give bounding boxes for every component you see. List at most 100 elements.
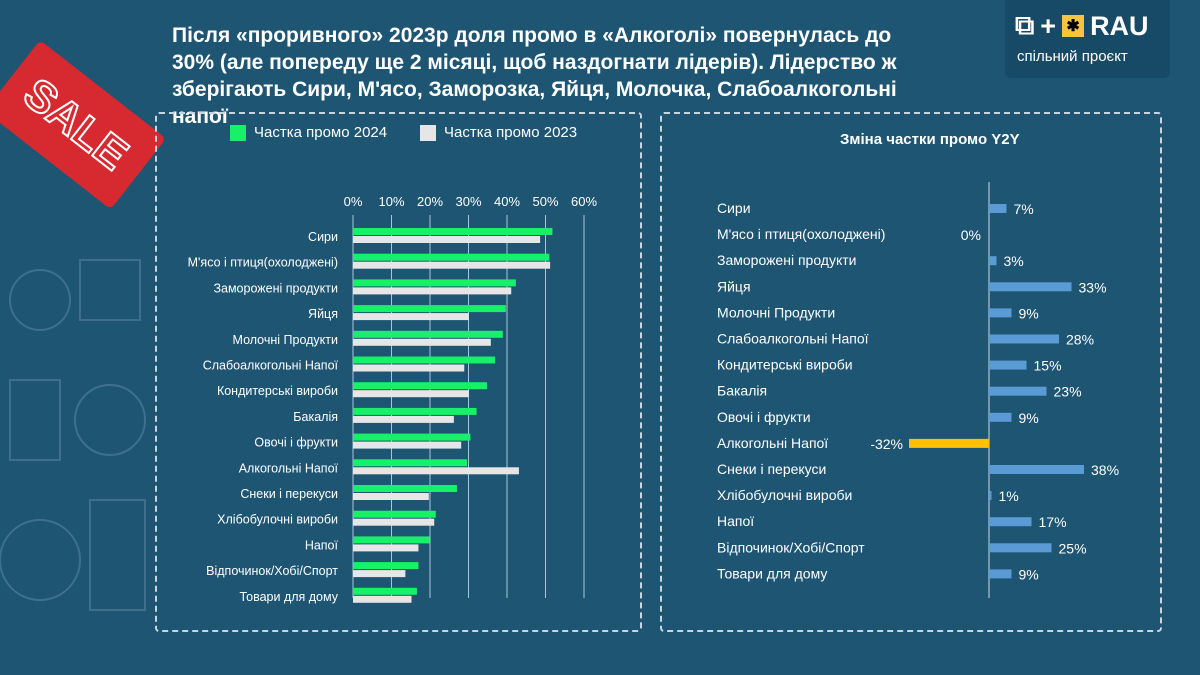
background-pattern xyxy=(0,259,146,611)
value-label: 15% xyxy=(1034,358,1062,374)
category-label: Алкогольні Напої xyxy=(239,461,339,475)
logo-icon: ⧉ xyxy=(1015,10,1035,40)
right-chart-title: Зміна частки промо Y2Y xyxy=(840,131,1020,148)
x-tick-label: 40% xyxy=(494,194,520,209)
x-tick-label: 20% xyxy=(417,194,443,209)
legend-label: Частка промо 2023 xyxy=(444,124,578,141)
logo-star-icon: ✱ xyxy=(1062,15,1085,37)
bar-2023 xyxy=(353,287,512,295)
bar-2024 xyxy=(353,305,506,313)
legend-item-2024: Частка промо 2024 xyxy=(230,124,387,141)
category-label: Кондитерські вироби xyxy=(217,384,338,398)
bar-2023 xyxy=(353,493,429,500)
legend-label: Частка промо 2024 xyxy=(254,124,388,141)
category-label: Заморожені продукти xyxy=(213,281,338,295)
category-label: Алкогольні Напої xyxy=(717,435,828,451)
legend-item-2023: Частка промо 2023 xyxy=(420,124,577,141)
category-label: Яйця xyxy=(308,307,338,321)
left-chart-panel xyxy=(155,112,642,632)
bar-2024 xyxy=(353,587,417,595)
bar-2023 xyxy=(353,518,435,526)
bar-2023 xyxy=(353,261,551,269)
category-label: Напої xyxy=(305,538,339,552)
bar-2023 xyxy=(353,364,465,372)
category-label: Товари для дому xyxy=(717,565,827,581)
legend-swatch-2023 xyxy=(420,124,436,141)
logo-text: RAU xyxy=(1090,10,1149,41)
value-label: 1% xyxy=(999,488,1019,504)
category-label: Яйця xyxy=(717,278,751,294)
right-chart-panel xyxy=(660,112,1162,632)
page-title: Після «проривного» 2023р доля промо в «А… xyxy=(172,24,897,128)
value-label: 38% xyxy=(1091,462,1119,478)
value-label: 3% xyxy=(1004,253,1024,269)
bar-2024 xyxy=(353,407,477,415)
category-label: Товари для дому xyxy=(239,590,338,604)
bar-2024 xyxy=(353,279,516,287)
bar-2024 xyxy=(353,536,430,544)
bar-2023 xyxy=(353,390,469,398)
category-label: М'ясо і птиця(охолоджені) xyxy=(717,226,885,242)
category-label: Снеки і перекуси xyxy=(240,487,338,501)
bar-2023 xyxy=(353,595,412,603)
bar-2023 xyxy=(353,441,462,449)
category-label: Молочні Продукти xyxy=(233,333,338,347)
x-tick-label: 10% xyxy=(378,194,404,209)
change-bar xyxy=(989,386,1047,396)
bar-2024 xyxy=(353,382,487,390)
value-label: 9% xyxy=(1019,410,1039,426)
bar-2024 xyxy=(353,228,553,235)
category-label: Снеки і перекуси xyxy=(717,461,826,477)
change-bar xyxy=(989,491,992,501)
bar-2023 xyxy=(353,570,406,578)
category-label: Сири xyxy=(308,230,338,244)
x-tick-label: 0% xyxy=(344,194,363,209)
category-label: Хлібобулочні вироби xyxy=(217,513,338,527)
category-label: Бакалія xyxy=(293,410,338,424)
logo: ⧉ + ✱ RAU спільний проєкт xyxy=(1005,0,1170,78)
logo-plus: + xyxy=(1040,10,1057,41)
bar-2023 xyxy=(353,415,454,423)
category-label: Овочі і фрукти xyxy=(717,409,811,425)
bar-2023 xyxy=(353,313,469,321)
bar-2024 xyxy=(353,459,467,467)
change-bar xyxy=(989,308,1012,318)
value-label: 0% xyxy=(961,227,981,243)
category-label: Молочні Продукти xyxy=(717,304,835,320)
bar-2024 xyxy=(353,562,419,570)
change-bar xyxy=(989,282,1072,292)
bar-2023 xyxy=(353,467,519,475)
bar-2024 xyxy=(353,510,436,518)
x-tick-label: 50% xyxy=(532,194,558,209)
value-label: 25% xyxy=(1059,540,1087,556)
change-bar xyxy=(989,360,1027,370)
value-label: 9% xyxy=(1019,305,1039,321)
bar-2024 xyxy=(353,433,471,441)
x-tick-label: 30% xyxy=(455,194,481,209)
value-label: 23% xyxy=(1054,384,1082,400)
category-label: Відпочинок/Хобі/Спорт xyxy=(206,564,338,578)
category-label: Напої xyxy=(717,513,754,529)
category-label: Заморожені продукти xyxy=(717,252,856,268)
change-bar xyxy=(989,412,1012,422)
bar-2023 xyxy=(353,236,541,243)
value-label: 9% xyxy=(1019,566,1039,582)
value-label: 33% xyxy=(1079,279,1107,295)
bar-2024 xyxy=(353,485,457,492)
category-label: Овочі і фрукти xyxy=(254,436,338,450)
category-label: Кондитерські вироби xyxy=(717,357,853,373)
change-bar xyxy=(989,334,1059,344)
change-bar xyxy=(989,256,997,266)
category-label: М'ясо і птиця(охолоджені) xyxy=(188,256,338,270)
change-bar xyxy=(989,569,1012,579)
bar-2024 xyxy=(353,356,496,364)
logo-subtitle: спільний проєкт xyxy=(1017,48,1128,65)
category-label: Слабоалкогольні Напої xyxy=(717,331,869,347)
value-label: 17% xyxy=(1039,514,1067,530)
category-label: Відпочинок/Хобі/Спорт xyxy=(717,539,865,555)
category-label: Бакалія xyxy=(717,383,767,399)
change-bar xyxy=(989,543,1052,553)
bar-2024 xyxy=(353,330,503,338)
value-label: -32% xyxy=(870,436,903,452)
